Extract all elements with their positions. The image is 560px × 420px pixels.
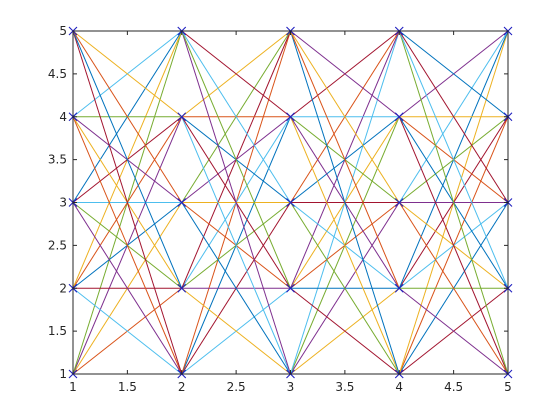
y-tick-label: 1.5 [48, 324, 67, 338]
edge-line [72, 30, 183, 118]
node-marker [286, 283, 295, 293]
edge-line [181, 30, 291, 203]
node-marker [394, 198, 404, 207]
edge-line [398, 287, 509, 375]
edge-line [181, 287, 291, 375]
edge-line [290, 116, 400, 375]
node-marker [177, 112, 187, 122]
edge-line [398, 30, 509, 375]
node-marker [394, 112, 404, 122]
edge-line [290, 30, 400, 375]
node-marker [177, 198, 187, 207]
edge-line [181, 116, 291, 375]
edge-line [398, 30, 509, 118]
edge-line [398, 30, 509, 289]
x-tick-label: 1 [69, 380, 77, 394]
edge-line [290, 30, 400, 203]
y-tick-label: 2.5 [48, 238, 67, 252]
x-tick-label: 2.5 [227, 380, 246, 394]
y-tick-label: 1 [59, 367, 67, 381]
edge-line [290, 30, 400, 118]
x-tick-label: 3.5 [335, 380, 354, 394]
edge-line [72, 287, 183, 375]
x-tick-label: 3 [287, 380, 295, 394]
y-tick-label: 4.5 [48, 67, 67, 81]
edge-line [398, 30, 509, 203]
x-tick-label: 4.5 [444, 380, 463, 394]
x-tick-label: 1.5 [118, 380, 137, 394]
node-marker [286, 198, 295, 207]
y-tick-label: 2 [59, 281, 67, 295]
edges-layer [72, 30, 509, 375]
y-tick-label: 5 [59, 24, 67, 38]
node-marker [177, 283, 187, 293]
edge-line [72, 30, 183, 289]
x-tick-label: 5 [504, 380, 512, 394]
edge-line [290, 287, 400, 375]
edge-line [398, 202, 509, 375]
edge-line [181, 30, 291, 118]
edge-line [72, 30, 183, 203]
edge-line [290, 30, 400, 289]
y-tick-label: 3.5 [48, 153, 67, 167]
edge-line [181, 30, 291, 375]
edge-line [181, 202, 291, 375]
x-tick-label: 4 [395, 380, 403, 394]
edge-line [398, 116, 509, 375]
y-tick-label: 4 [59, 110, 67, 124]
edge-line [72, 30, 183, 375]
edge-line [290, 202, 400, 375]
edge-line [72, 202, 183, 375]
edge-line [181, 30, 291, 289]
node-marker [394, 283, 404, 293]
axes-layer: 1 1.5 2 2.5 3 3.5 4 4.5 5 1 1.5 2 2.5 3 3.5 4 4.5 5 [48, 24, 512, 394]
y-tick-label: 3 [59, 196, 67, 210]
edge-line [72, 116, 183, 375]
node-marker [286, 112, 295, 122]
x-tick-label: 2 [178, 380, 186, 394]
